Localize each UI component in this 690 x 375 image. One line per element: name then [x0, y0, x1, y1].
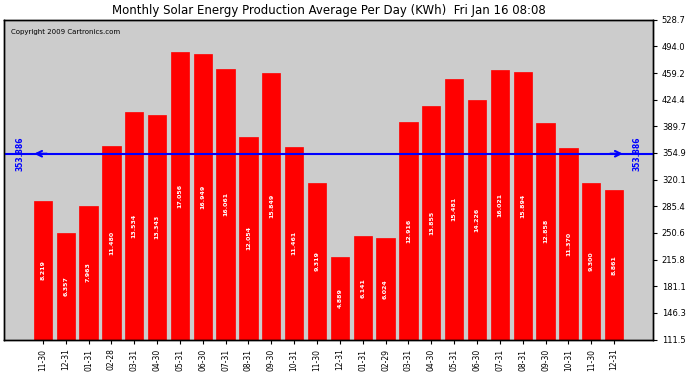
Bar	[400, 122, 417, 339]
Text: 353.886: 353.886	[15, 136, 25, 171]
Bar	[102, 146, 121, 339]
Bar	[217, 69, 235, 339]
Text: 15.481: 15.481	[452, 197, 457, 221]
Text: 14.226: 14.226	[475, 208, 480, 232]
Bar	[308, 183, 326, 339]
Title: Monthly Solar Energy Production Average Per Day (KWh)  Fri Jan 16 08:08: Monthly Solar Energy Production Average …	[112, 4, 545, 17]
Text: 11.461: 11.461	[292, 231, 297, 255]
Text: 13.855: 13.855	[429, 211, 434, 235]
Text: 13.343: 13.343	[155, 215, 159, 239]
Bar	[148, 115, 166, 339]
Bar	[491, 70, 509, 339]
Bar	[445, 79, 463, 339]
Bar	[239, 136, 257, 339]
Text: 353.886: 353.886	[633, 136, 642, 171]
Bar	[582, 183, 600, 339]
Text: 16.061: 16.061	[223, 192, 228, 216]
Text: 9.300: 9.300	[589, 252, 594, 271]
Text: 11.480: 11.480	[109, 231, 114, 255]
Text: 7.963: 7.963	[86, 262, 91, 282]
Text: 13.534: 13.534	[132, 213, 137, 238]
Bar	[422, 106, 440, 339]
Bar	[285, 147, 304, 339]
Text: 6.024: 6.024	[383, 279, 388, 299]
Bar	[34, 201, 52, 339]
Text: 12.054: 12.054	[246, 226, 251, 250]
Text: 8.219: 8.219	[40, 261, 46, 280]
Text: 16.949: 16.949	[200, 185, 206, 209]
Bar	[171, 53, 189, 339]
Text: 12.858: 12.858	[543, 219, 548, 243]
Bar	[194, 54, 212, 339]
Bar	[605, 190, 623, 339]
Bar	[79, 206, 98, 339]
Text: 11.370: 11.370	[566, 232, 571, 256]
Text: 17.056: 17.056	[177, 184, 182, 208]
Text: 15.894: 15.894	[520, 194, 525, 218]
Text: 15.849: 15.849	[269, 194, 274, 218]
Bar	[536, 123, 555, 339]
Bar	[125, 112, 144, 339]
Bar	[468, 100, 486, 339]
Bar	[377, 238, 395, 339]
Text: 6.141: 6.141	[360, 278, 365, 298]
Text: 6.357: 6.357	[63, 276, 68, 296]
Bar	[560, 148, 578, 339]
Text: 12.916: 12.916	[406, 219, 411, 243]
Text: 4.889: 4.889	[337, 288, 342, 308]
Text: 16.021: 16.021	[497, 193, 502, 217]
Bar	[354, 236, 372, 339]
Bar	[262, 73, 281, 339]
Bar	[513, 72, 532, 339]
Text: 8.861: 8.861	[611, 255, 617, 275]
Bar	[57, 232, 75, 339]
Text: 9.319: 9.319	[315, 251, 319, 271]
Text: Copyright 2009 Cartronics.com: Copyright 2009 Cartronics.com	[10, 29, 120, 35]
Bar	[331, 257, 349, 339]
